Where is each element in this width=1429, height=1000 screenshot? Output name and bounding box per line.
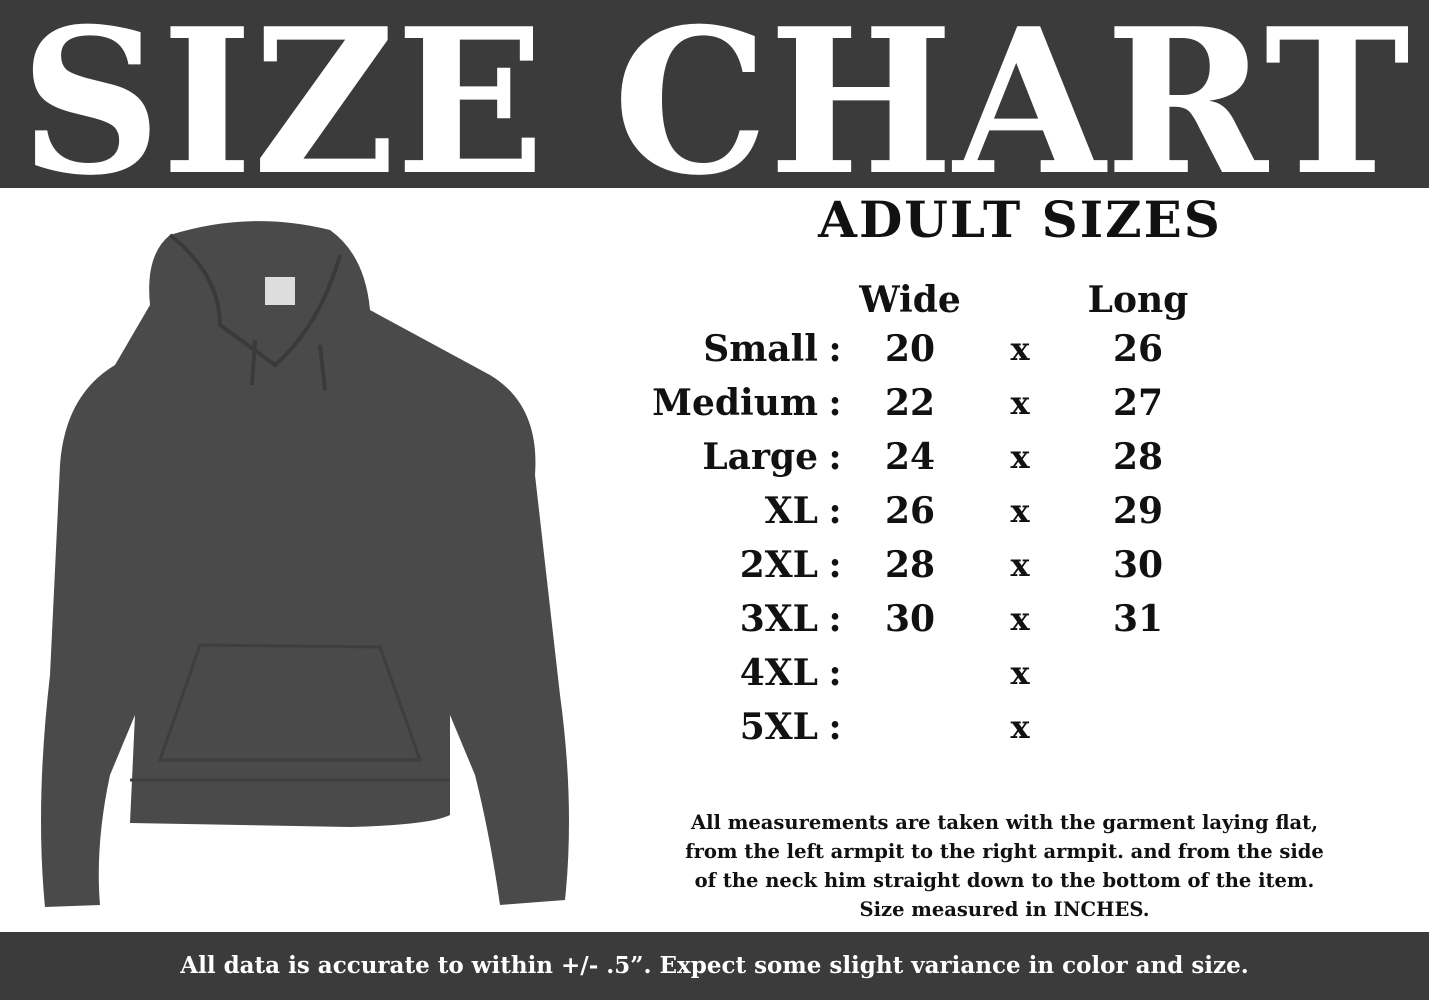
table-row: 2XL:28 x 30	[0, 543, 1429, 597]
table-row: 4XL: x	[0, 651, 1429, 705]
colon: :	[828, 652, 842, 694]
header-title-text: SIZE CHART	[20, 0, 1410, 188]
table-row: XL:26 x 29	[0, 489, 1429, 543]
size-label: XL	[764, 490, 818, 532]
separator-x: x	[1010, 708, 1030, 746]
hoodie-image	[41, 221, 569, 908]
wide-value: 22	[884, 382, 936, 424]
wide-value: 20	[884, 328, 936, 370]
colon: :	[828, 544, 842, 586]
separator-x: x	[1010, 384, 1030, 422]
note-line: of the neck him straight down to the bot…	[694, 869, 1315, 892]
measurement-note: All measurements are taken with the garm…	[580, 808, 1429, 924]
separator-x: x	[1010, 546, 1030, 584]
colon: :	[828, 598, 842, 640]
separator-x: x	[1010, 492, 1030, 530]
long-value: 27	[1112, 382, 1164, 424]
size-label: Small	[703, 328, 818, 370]
note-line: from the left armpit to the right armpit…	[685, 840, 1324, 863]
table-row: 3XL:30 x 31	[0, 597, 1429, 651]
separator-x: x	[1010, 330, 1030, 368]
size-label: Medium	[652, 382, 818, 424]
long-value: 29	[1112, 490, 1164, 532]
colon: :	[828, 436, 842, 478]
long-value: 26	[1112, 328, 1164, 370]
colon: :	[828, 490, 842, 532]
colon: :	[828, 328, 842, 370]
table-row: Medium:22 x 27	[0, 381, 1429, 435]
separator-x: x	[1010, 654, 1030, 692]
long-value: 30	[1112, 544, 1164, 586]
wide-value: 28	[884, 544, 936, 586]
size-label: 2XL	[739, 544, 818, 586]
footer-bar: All data is accurate to within +/- .5”. …	[0, 932, 1429, 1000]
note-line: All measurements are taken with the garm…	[691, 811, 1318, 834]
size-label: Large	[702, 436, 818, 478]
wide-value: 26	[884, 490, 936, 532]
size-chart-title: SIZE CHART	[20, 0, 1410, 220]
colon: :	[828, 706, 842, 748]
header-bar: SIZE CHART	[0, 0, 1429, 220]
size-label: 4XL	[739, 652, 818, 694]
column-header-wide: Wide	[859, 279, 961, 321]
separator-x: x	[1010, 600, 1030, 638]
long-value: 28	[1112, 436, 1164, 478]
table-row: Small:20 x 26	[0, 327, 1429, 381]
size-label: 3XL	[739, 598, 818, 640]
colon: :	[828, 382, 842, 424]
table-row: Large:24 x 28	[0, 435, 1429, 489]
long-value: 31	[1112, 598, 1164, 640]
separator-x: x	[1010, 438, 1030, 476]
accuracy-disclaimer: All data is accurate to within +/- .5”. …	[180, 952, 1249, 979]
adult-sizes-title: ADULT SIZES	[818, 190, 1222, 249]
table-row: 5XL: x	[0, 705, 1429, 759]
note-line: Size measured in INCHES.	[859, 898, 1150, 921]
column-header-long: Long	[1087, 279, 1189, 321]
size-label: 5XL	[739, 706, 818, 748]
wide-value: 24	[884, 436, 936, 478]
wide-value: 30	[884, 598, 936, 640]
